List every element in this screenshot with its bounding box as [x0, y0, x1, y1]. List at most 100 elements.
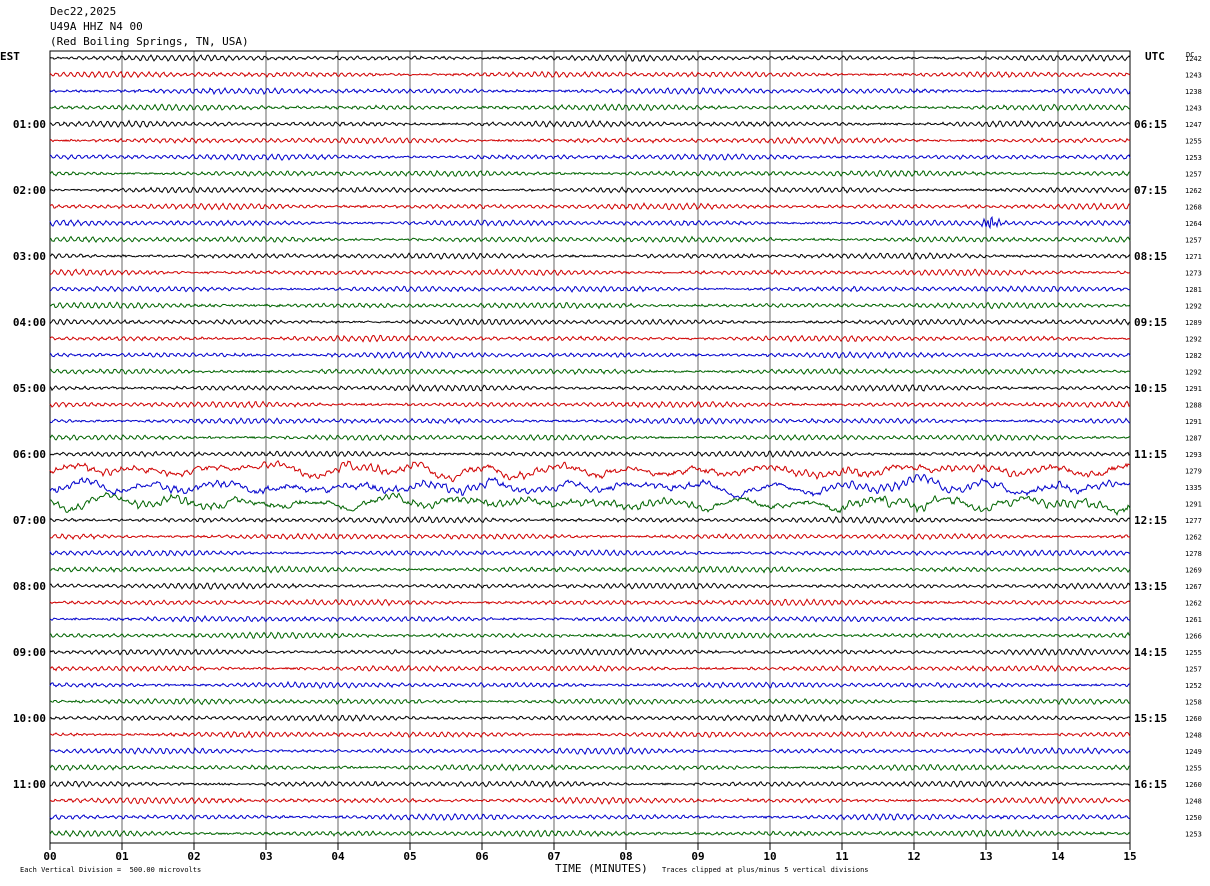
seismic-trace — [49, 103, 1131, 112]
est-time-label: 10:00 — [13, 712, 46, 725]
seismic-trace — [49, 351, 1131, 360]
dc-offset-label: 1247 — [1185, 121, 1202, 129]
x-tick-label: 05 — [403, 850, 416, 863]
utc-time-label: 06:15 — [1134, 118, 1167, 131]
dc-offset-label: 1292 — [1185, 336, 1202, 344]
seismic-trace — [49, 70, 1131, 79]
seismic-trace — [49, 459, 1131, 483]
dc-offset-label: 1289 — [1185, 319, 1202, 327]
est-axis-title: EST — [0, 50, 20, 63]
dc-offset-label: 1257 — [1185, 666, 1202, 674]
seismic-trace — [50, 565, 1131, 574]
seismic-trace — [49, 491, 1131, 516]
clip-note: Traces clipped at plus/minus 5 vertical … — [662, 866, 869, 874]
seismic-trace — [49, 434, 1131, 442]
dc-offset-label: 1291 — [1185, 385, 1202, 393]
dc-offset-label: 1291 — [1185, 418, 1202, 426]
utc-time-label: 14:15 — [1134, 646, 1167, 659]
station-label: U49A HHZ N4 00 — [50, 20, 143, 33]
x-tick-label: 15 — [1123, 850, 1136, 863]
x-tick-label: 01 — [115, 850, 129, 863]
utc-axis-title: UTC — [1145, 50, 1165, 63]
dc-offset-label: 1293 — [1185, 451, 1202, 459]
x-tick-label: 13 — [979, 850, 992, 863]
dc-offset-label: 1255 — [1185, 765, 1202, 773]
dc-offset-label: 1253 — [1185, 154, 1202, 162]
seismic-trace — [49, 119, 1131, 128]
seismic-trace — [49, 285, 1130, 293]
seismic-trace — [49, 318, 1131, 326]
dc-offset-label: 1287 — [1185, 435, 1202, 443]
seismic-trace — [49, 417, 1131, 425]
dc-offset-label: 1257 — [1185, 171, 1202, 179]
utc-time-label: 07:15 — [1134, 184, 1167, 197]
est-time-label: 11:00 — [13, 778, 46, 791]
date-label: Dec22,2025 — [50, 5, 117, 18]
utc-time-label: 11:15 — [1134, 448, 1167, 461]
seismic-trace — [49, 796, 1131, 805]
location-label: (Red Boiling Springs, TN, USA) — [50, 35, 249, 48]
est-time-label: 05:00 — [13, 382, 46, 395]
dc-offset-label: 1281 — [1185, 286, 1202, 294]
dc-offset-label: 1279 — [1185, 468, 1202, 476]
seismic-trace — [49, 136, 1131, 145]
utc-time-label: 09:15 — [1134, 316, 1167, 329]
est-time-label: 02:00 — [13, 184, 46, 197]
dc-offset-label: 1335 — [1185, 484, 1202, 492]
dc-offset-label: 1282 — [1185, 352, 1202, 360]
est-time-label: 04:00 — [13, 316, 46, 329]
dc-offset-label: 1278 — [1185, 550, 1202, 558]
seismic-trace — [49, 473, 1131, 499]
seismic-trace — [49, 581, 1131, 591]
x-tick-label: 10 — [763, 850, 776, 863]
dc-offset-label: 1260 — [1185, 781, 1202, 789]
utc-time-label: 08:15 — [1134, 250, 1167, 263]
dc-offset-label: 1248 — [1185, 732, 1202, 740]
seismic-trace — [49, 301, 1131, 310]
dc-offset-label: 1257 — [1185, 237, 1202, 245]
seismic-trace — [49, 598, 1131, 607]
x-tick-label: 09 — [691, 850, 704, 863]
seismic-trace — [49, 730, 1131, 739]
plot-frame — [49, 50, 1131, 844]
dc-offset-label: 1267 — [1185, 583, 1202, 591]
est-time-label: 08:00 — [13, 580, 46, 593]
dc-offset-label: 1250 — [1185, 814, 1202, 822]
seismic-trace — [49, 202, 1131, 211]
x-tick-label: 02 — [187, 850, 200, 863]
dc-offset-label: 1243 — [1185, 105, 1202, 113]
x-tick-label: 08 — [619, 850, 632, 863]
x-tick-label: 03 — [259, 850, 272, 863]
dc-offset-label: 1258 — [1185, 699, 1202, 707]
utc-time-label: 16:15 — [1134, 778, 1167, 791]
seismic-trace — [49, 252, 1131, 260]
dc-offset-label: 1273 — [1185, 270, 1202, 278]
seismic-trace — [49, 368, 1131, 376]
x-tick-label: 11 — [835, 850, 849, 863]
dc-offset-label: 1291 — [1185, 501, 1202, 509]
seismic-trace — [49, 680, 1130, 689]
dc-offset-label: 1260 — [1185, 715, 1202, 723]
utc-time-label: 15:15 — [1134, 712, 1167, 725]
dc-offset-label: 1262 — [1185, 534, 1202, 542]
seismic-trace — [49, 334, 1131, 343]
seismic-trace — [49, 713, 1131, 723]
dc-offset-label: 1253 — [1185, 831, 1202, 839]
dc-offset-label: 1266 — [1185, 633, 1202, 641]
x-tick-label: 12 — [907, 850, 920, 863]
x-tick-label: 06 — [475, 850, 489, 863]
dc-offset-label: 1288 — [1185, 402, 1202, 410]
dc-offset-label: 1269 — [1185, 567, 1202, 575]
dc-offset-label: 1262 — [1185, 187, 1202, 195]
utc-time-label: 13:15 — [1134, 580, 1167, 593]
seismic-trace — [49, 697, 1130, 706]
seismic-trace — [49, 384, 1131, 393]
dc-offset-label: 1261 — [1185, 616, 1202, 624]
est-time-label: 01:00 — [13, 118, 46, 131]
dc-offset-label: 1264 — [1185, 220, 1202, 228]
dc-offset-label: 1292 — [1185, 369, 1202, 377]
seismic-trace — [49, 515, 1131, 524]
dc-offset-label: 1249 — [1185, 748, 1202, 756]
dc-offset-label: 1292 — [1185, 303, 1202, 311]
